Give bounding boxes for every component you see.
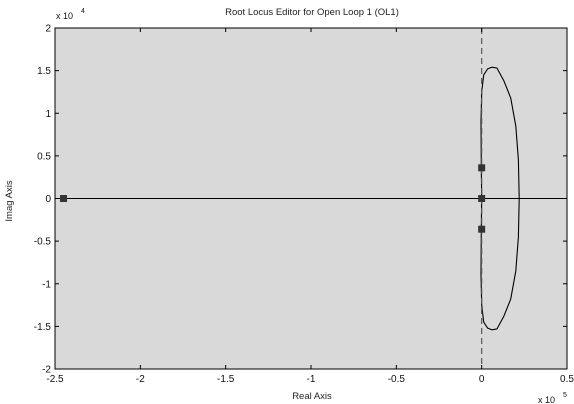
x-tick-label: -2 xyxy=(136,374,145,385)
marker-2 xyxy=(478,164,486,172)
y-tick-label: 0.5 xyxy=(37,151,51,162)
y-exponent-prefix: x 10 xyxy=(56,11,73,21)
marker-3 xyxy=(478,225,486,233)
marker-1 xyxy=(478,195,486,202)
y-exponent-power: 4 xyxy=(81,8,85,15)
marker-0 xyxy=(60,195,68,202)
axis-ticks: -2.5 -2 -1.5 -1 -0.5 0 0.5-2-1.5-1-0.500.511.5… xyxy=(34,24,574,386)
x-tick-label: -1.5 xyxy=(217,374,235,385)
x-tick-label: -2.5 xyxy=(46,374,64,385)
y-exponent: x 10 4 xyxy=(56,8,85,21)
chart-title: Root Locus Editor for Open Loop 1 (OL1) xyxy=(225,7,399,18)
x-axis-label: Real Axis xyxy=(292,391,332,402)
y-tick-label: 0 xyxy=(45,194,51,205)
y-tick-label: 1 xyxy=(45,109,51,120)
y-tick-label: 2 xyxy=(45,24,51,35)
x-exponent-prefix: x 10 xyxy=(538,395,555,404)
y-tick-label: -1 xyxy=(42,279,51,290)
y-tick-label: -0.5 xyxy=(34,237,52,248)
x-tick-label: -0.5 xyxy=(388,374,406,385)
y-tick-label: -2 xyxy=(42,365,51,376)
y-axis-label: Imag Axis xyxy=(4,180,15,221)
x-tick-label: -1 xyxy=(307,374,316,385)
locus-branch-1 xyxy=(481,66,520,331)
x-exponent-power: 5 xyxy=(563,392,567,399)
y-tick-label: 1.5 xyxy=(37,66,51,77)
marker-layer xyxy=(60,164,486,233)
x-exponent: x 10 5 xyxy=(538,392,567,404)
x-tick-label: 0 xyxy=(479,374,485,385)
y-tick-label: -1.5 xyxy=(34,322,52,333)
x-tick-label: 0.5 xyxy=(560,374,574,385)
